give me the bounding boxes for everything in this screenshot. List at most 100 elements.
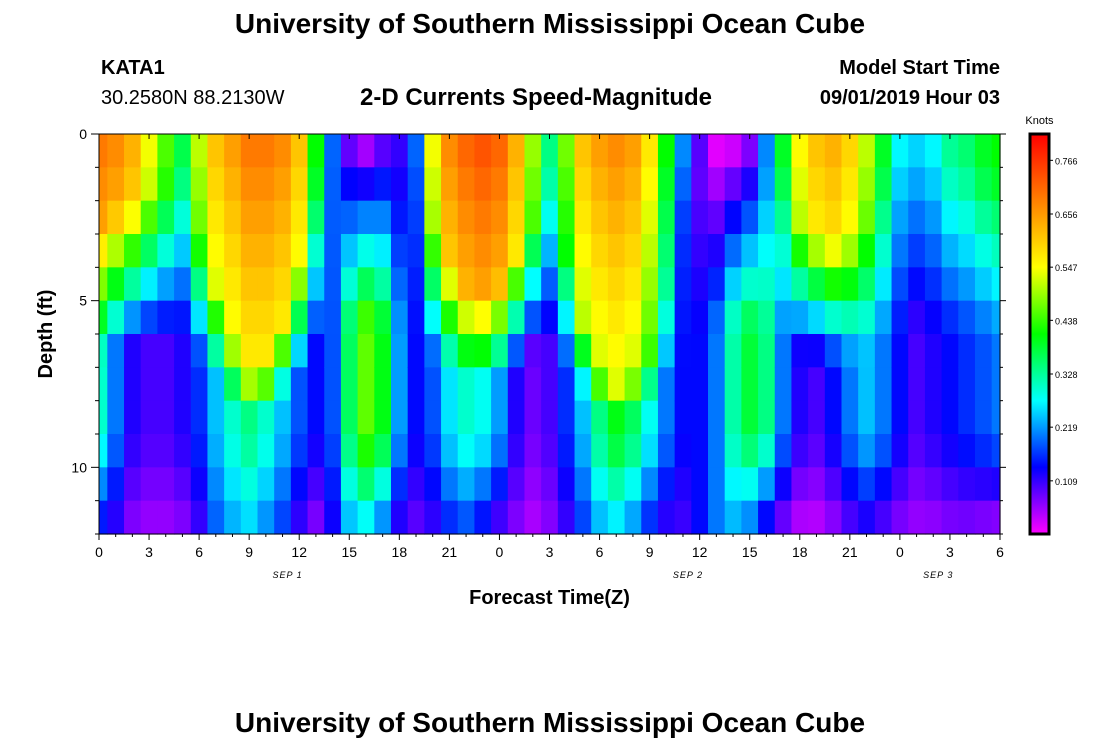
heatmap-cell — [124, 400, 142, 435]
heatmap-cell — [290, 500, 309, 535]
heatmap-cell — [457, 200, 476, 235]
heatmap-cell — [507, 334, 526, 368]
heatmap-cell — [808, 267, 826, 302]
heatmap-cell — [240, 134, 259, 168]
heatmap-cell — [641, 300, 659, 335]
heatmap-cell — [841, 500, 859, 535]
heatmap-cell — [607, 200, 626, 235]
heatmap-cell — [190, 434, 209, 468]
heatmap-cell — [824, 467, 843, 502]
heatmap-cell — [207, 434, 225, 468]
heatmap-cell — [741, 134, 759, 168]
heatmap-cell — [224, 134, 242, 168]
heatmap-cell — [674, 300, 692, 335]
heatmap-cell — [124, 300, 142, 335]
heatmap-cell — [991, 334, 1001, 368]
heatmap-cell — [307, 334, 325, 368]
heatmap-cell — [290, 167, 309, 202]
heatmap-cell — [824, 300, 843, 335]
x-tick-label: 18 — [792, 544, 808, 560]
heatmap-cell — [474, 434, 492, 468]
heatmap-cell — [891, 467, 909, 502]
heatmap-cell — [374, 300, 392, 335]
x-tick-label: 21 — [442, 544, 458, 560]
heatmap-cell — [457, 300, 476, 335]
heatmap-cell — [290, 134, 309, 168]
heatmap-cell — [224, 334, 242, 368]
heatmap-cell — [708, 200, 726, 235]
heatmap-cell — [891, 134, 909, 168]
heatmap-cell — [457, 234, 476, 268]
model-start-time: 09/01/2019 Hour 03 — [819, 87, 1000, 109]
heatmap-cell — [591, 167, 609, 202]
heatmap-cell — [374, 134, 392, 168]
date-label: SEP 2 — [673, 570, 703, 580]
heatmap-cell — [708, 267, 726, 302]
heatmap-cell — [457, 167, 476, 202]
heatmap-cell — [591, 367, 609, 402]
heatmap-cell — [340, 367, 359, 402]
heatmap-cell — [157, 267, 175, 302]
heatmap-cell — [107, 400, 125, 435]
heatmap-cell — [824, 367, 843, 402]
heatmap-cell — [958, 134, 976, 168]
heatmap-cell — [474, 334, 492, 368]
heatmap-cell — [591, 467, 609, 502]
heatmap-cell — [991, 200, 1001, 235]
heatmap-cell — [624, 334, 642, 368]
heatmap-cell — [774, 134, 793, 168]
heatmap-cell — [941, 500, 959, 535]
heatmap-cell — [290, 400, 309, 435]
heatmap-cell — [624, 200, 642, 235]
heatmap-cell — [224, 300, 242, 335]
heatmap-cell — [791, 234, 809, 268]
heatmap-cell — [474, 134, 492, 168]
heatmap-cell — [257, 367, 275, 402]
heatmap-cell — [624, 367, 642, 402]
heatmap-cell — [424, 400, 442, 435]
heatmap-cell — [491, 434, 509, 468]
heatmap-cell — [340, 234, 359, 268]
heatmap-cell — [908, 300, 926, 335]
heatmap-cell — [457, 134, 476, 168]
heatmap-cell — [674, 134, 692, 168]
heatmap-cell — [207, 300, 225, 335]
heatmap-cell — [124, 134, 142, 168]
heatmap-cell — [507, 467, 526, 502]
heatmap-cell — [974, 467, 993, 502]
heatmap-cell — [891, 267, 909, 302]
heatmap-cell — [174, 434, 192, 468]
heatmap-cell — [457, 434, 476, 468]
heatmap-cell — [624, 434, 642, 468]
heatmap-cell — [507, 300, 526, 335]
heatmap-cell — [524, 334, 542, 368]
heatmap-cell — [157, 500, 175, 535]
heatmap-cell — [791, 300, 809, 335]
heatmap-cell — [340, 200, 359, 235]
heatmap-cell — [99, 267, 108, 302]
heatmap-cell — [491, 267, 509, 302]
heatmap-cell — [257, 267, 275, 302]
heatmap-cell — [741, 200, 759, 235]
heatmap-cell — [908, 400, 926, 435]
heatmap-cell — [357, 334, 375, 368]
heatmap-cell — [240, 267, 259, 302]
heatmap-cell — [424, 134, 442, 168]
heatmap-cell — [791, 167, 809, 202]
heatmap-cell — [624, 167, 642, 202]
heatmap-cell — [240, 400, 259, 435]
heatmap-cell — [340, 267, 359, 302]
heatmap-cell — [407, 167, 425, 202]
heatmap-cell — [340, 134, 359, 168]
heatmap-cell — [474, 400, 492, 435]
x-axis-label: Forecast Time(Z) — [469, 587, 630, 609]
heatmap-cell — [924, 400, 943, 435]
heatmap-cell — [140, 367, 158, 402]
heatmap-cell — [758, 300, 776, 335]
heatmap-cell — [574, 467, 592, 502]
heatmap-cell — [924, 334, 943, 368]
heatmap-cell — [190, 134, 209, 168]
heatmap-cell — [107, 267, 125, 302]
heatmap-cell — [207, 167, 225, 202]
heatmap-cell — [808, 434, 826, 468]
